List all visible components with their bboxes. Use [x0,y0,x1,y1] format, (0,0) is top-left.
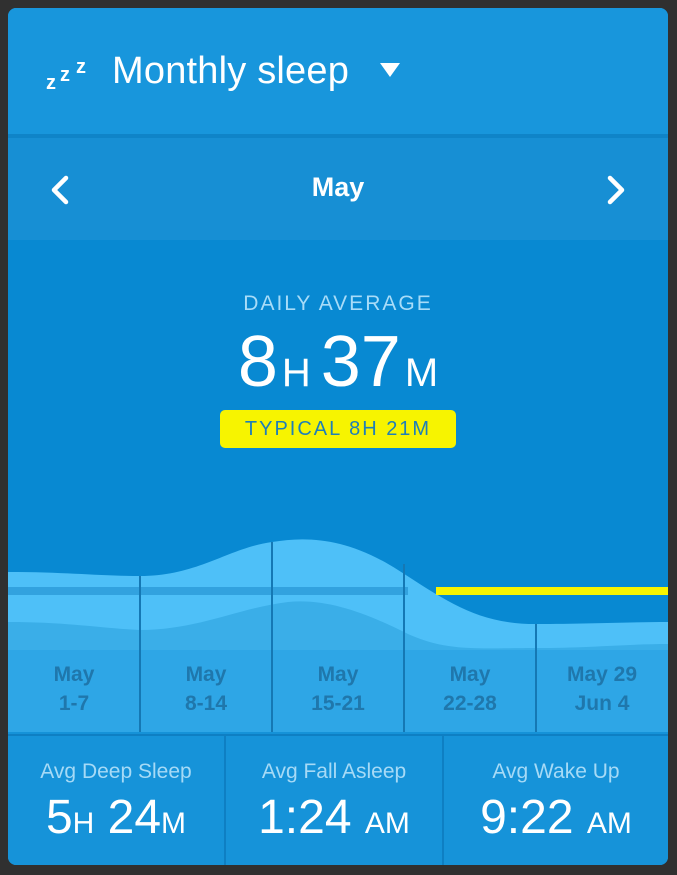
week-label-3[interactable]: May 15-21 [272,660,404,718]
daily-average-value: 8 H 37 M [8,322,668,413]
stat-wake-up-value: 9:22 AM [444,788,668,854]
week-label-2-line1: May [185,663,227,686]
week-label-1[interactable]: May 1-7 [8,660,140,718]
minutes-value: 37 [320,322,401,402]
chevron-right-icon[interactable] [600,172,632,208]
stat-wake-up-label: Avg Wake Up [492,760,620,783]
fall-asleep-period: AM [364,807,410,840]
svg-text:z: z [76,56,86,78]
page-title[interactable]: Monthly sleep [112,50,350,92]
deep-sleep-minutes: 24 [107,791,162,844]
hours-unit: H [281,351,311,395]
deep-sleep-hours-unit: H [72,807,95,840]
week-label-5-line2: Jun 4 [574,692,630,715]
week-label-3-line1: May [317,663,359,686]
sleep-area-mid [8,601,668,650]
deep-sleep-hours: 5 [45,791,73,844]
week-label-2-line2: 8-14 [184,692,228,715]
week-label-4-line2: 22-28 [443,692,497,715]
stat-deep-sleep: Avg Deep Sleep 5H 24M [8,736,224,865]
daily-average-panel: DAILY AVERAGE 8 H 37 M TYPICAL 8H 21M May 1… [8,240,668,732]
week-label-1-line1: May [53,663,95,686]
stat-deep-sleep-label: Avg Deep Sleep [40,760,192,783]
typical-badge: TYPICAL 8H 21M [220,410,456,448]
reference-line [8,587,408,595]
svg-text:z: z [46,72,56,93]
deep-sleep-minutes-unit: M [161,807,187,840]
weekly-sleep-chart [8,539,668,732]
svg-text:z: z [60,64,70,86]
wake-up-time: 9:22 [480,791,574,844]
stat-wake-up: Avg Wake Up 9:22 AM [444,736,668,865]
header-divider [8,134,668,138]
zzz-icon: z z z [46,56,86,93]
minutes-unit: M [404,351,439,395]
current-month: May [311,172,365,202]
hours-value: 8 [237,322,278,402]
typical-line [436,587,668,595]
stat-fall-asleep-value: 1:24 AM [226,788,442,854]
stat-fall-asleep: Avg Fall Asleep 1:24 AM [226,736,442,865]
stat-divider [224,736,226,865]
stats-row: Avg Deep Sleep 5H 24M Avg Fall Asleep 1:… [8,734,668,865]
stat-fall-asleep-label: Avg Fall Asleep [261,760,407,783]
stat-divider [442,736,444,865]
wake-up-period: AM [586,807,632,840]
week-label-4[interactable]: May 22-28 [404,660,536,718]
week-label-2[interactable]: May 8-14 [140,660,272,718]
fall-asleep-time: 1:24 [258,791,352,844]
caret-down-icon[interactable] [380,63,400,79]
daily-average-label: DAILY AVERAGE [243,292,433,315]
week-label-5-line1: May 29 [566,663,638,686]
chevron-left-icon[interactable] [44,172,76,208]
month-navigation: May [8,138,668,240]
week-label-4-line1: May [449,663,491,686]
week-label-1-line2: 1-7 [58,692,90,715]
stat-deep-sleep-value: 5H 24M [8,788,224,854]
week-label-5[interactable]: May 29 Jun 4 [536,660,668,718]
week-label-3-line2: 15-21 [311,692,365,715]
header: z z z Monthly sleep [8,8,668,134]
chart-lower-band [8,650,668,732]
